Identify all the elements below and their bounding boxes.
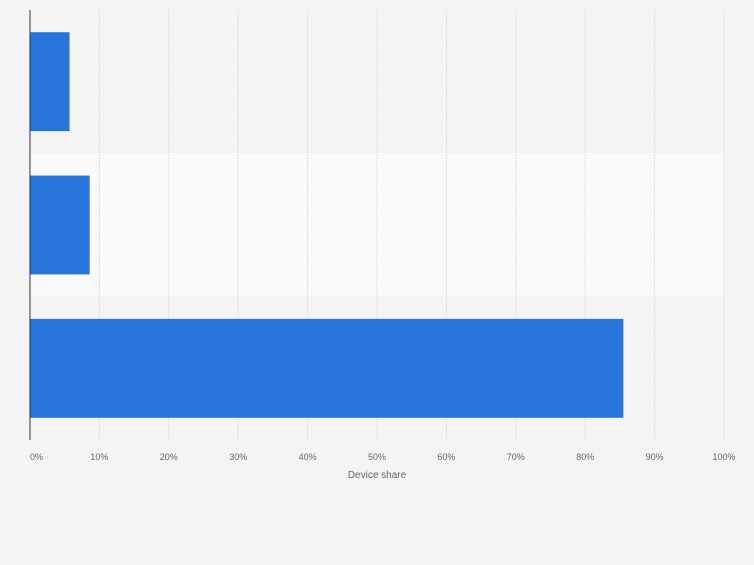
x-tick-label: 30% — [229, 452, 247, 462]
bar[interactable] — [30, 175, 90, 275]
x-tick-label: 20% — [160, 452, 178, 462]
x-tick-label: 70% — [507, 452, 525, 462]
category-band — [30, 10, 724, 154]
x-tick-label: 90% — [646, 452, 664, 462]
x-tick-label: 0% — [30, 452, 43, 462]
x-tick-label: 10% — [90, 452, 108, 462]
x-tick-label: 60% — [437, 452, 455, 462]
x-tick-label: 40% — [299, 452, 317, 462]
bar[interactable] — [30, 32, 70, 132]
x-axis-title: Device share — [348, 470, 407, 481]
x-tick-label: 80% — [576, 452, 594, 462]
bar[interactable] — [30, 318, 624, 418]
x-tick-label: 100% — [712, 452, 735, 462]
x-tick-label: 50% — [368, 452, 386, 462]
